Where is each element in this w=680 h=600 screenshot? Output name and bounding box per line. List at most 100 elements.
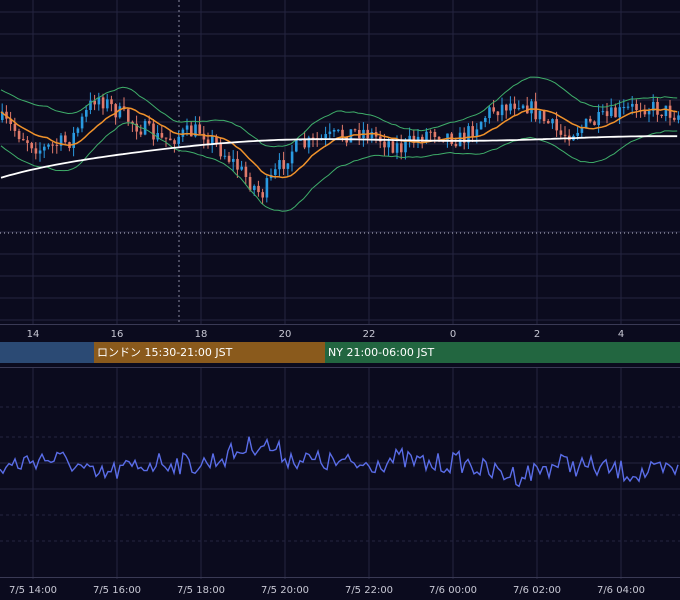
candlestick: [265, 175, 269, 203]
candlestick: [677, 111, 680, 124]
candlestick: [454, 137, 458, 148]
time-label-1: 7/5 16:00: [92, 585, 142, 596]
axis-label-18: 18: [194, 329, 208, 340]
candlestick: [181, 127, 185, 142]
candlestick: [408, 127, 411, 148]
candlestick: [223, 149, 227, 160]
candlestick: [521, 104, 525, 110]
time-label-7: 7/6 04:00: [596, 585, 646, 596]
candlestick: [248, 172, 252, 192]
candlestick: [626, 102, 630, 110]
candlestick: [324, 126, 327, 147]
candlestick: [160, 124, 164, 139]
candlestick: [13, 117, 17, 137]
candlestick: [303, 131, 306, 150]
candlestick: [97, 92, 101, 111]
candlestick: [232, 150, 235, 171]
candlestick: [559, 124, 563, 139]
candlestick: [72, 126, 75, 157]
candlestick: [412, 129, 416, 148]
axis-label-0: 0: [449, 329, 457, 340]
candlestick: [534, 92, 537, 122]
candlestick: [64, 131, 67, 144]
candlestick: [513, 96, 516, 116]
candlestick: [282, 151, 285, 176]
time-label-6: 7/6 02:00: [512, 585, 562, 596]
candlestick: [584, 118, 588, 129]
axis-label-2: 2: [533, 329, 541, 340]
candlestick: [85, 105, 88, 123]
candlestick: [114, 103, 117, 125]
candlestick: [496, 111, 500, 122]
session-tokyo: [0, 342, 94, 363]
candlestick: [500, 97, 504, 122]
oscillator-chart[interactable]: [0, 367, 680, 579]
candlestick: [43, 143, 46, 159]
candlestick: [345, 136, 348, 147]
candlestick: [664, 105, 668, 122]
candlestick: [610, 98, 613, 118]
candlestick: [261, 188, 264, 205]
axis-label-14: 14: [26, 329, 40, 340]
candlestick: [593, 120, 596, 126]
candlestick: [156, 125, 159, 142]
candlestick: [542, 109, 546, 124]
candlestick: [530, 98, 533, 122]
candlestick: [93, 94, 96, 111]
candlestick: [34, 142, 38, 160]
candlestick: [131, 120, 134, 132]
candlestick: [673, 110, 676, 122]
candlestick: [383, 133, 386, 157]
candlestick: [601, 104, 605, 115]
candlestick: [227, 151, 231, 164]
candlestick: [580, 124, 584, 138]
candlestick: [236, 151, 239, 178]
candlestick: [484, 116, 487, 128]
candlestick: [22, 132, 25, 141]
session-london: ロンドン 15:30-21:00 JST: [94, 342, 325, 363]
candlestick: [17, 128, 21, 143]
bollinger-upper-line: [0, 76, 678, 148]
candlestick: [169, 130, 172, 141]
candlestick: [244, 161, 248, 184]
candlestick: [488, 105, 491, 124]
candlestick: [5, 105, 8, 124]
candlestick: [206, 132, 210, 149]
candlestick: [337, 129, 340, 133]
moving-average-slow-line: [0, 135, 678, 179]
axis-label-16: 16: [110, 329, 124, 340]
candlestick: [76, 126, 80, 137]
candlestick: [467, 123, 470, 150]
candlestick: [563, 126, 567, 143]
candlestick: [618, 100, 621, 125]
candlestick: [68, 141, 71, 152]
time-label-0: 7/5 14:00: [8, 585, 58, 596]
candlestick: [555, 111, 558, 137]
candlestick: [30, 141, 33, 153]
candlestick: [479, 121, 483, 130]
candlestick: [143, 118, 147, 136]
candlestick: [311, 133, 315, 148]
candlestick: [101, 93, 105, 115]
candlestick: [509, 96, 512, 115]
candlestick: [429, 129, 432, 141]
axis-label-4: 4: [617, 329, 625, 340]
candlestick: [458, 127, 462, 147]
candlestick: [505, 103, 508, 119]
price-chart[interactable]: [0, 0, 680, 325]
candlestick: [152, 119, 155, 146]
candlestick: [211, 129, 214, 153]
candlestick: [257, 180, 260, 197]
candlestick: [295, 138, 298, 153]
moving-average-fast-line: [0, 107, 678, 179]
candlestick: [80, 113, 84, 133]
time-label-2: 7/5 18:00: [176, 585, 226, 596]
candlestick: [400, 134, 403, 160]
candlestick: [198, 116, 201, 135]
session-newyork: NY 21:00-06:00 JST: [325, 342, 680, 363]
candlestick: [51, 141, 54, 154]
candlestick: [38, 142, 42, 162]
candlestick: [269, 168, 273, 181]
time-label-4: 7/5 22:00: [344, 585, 394, 596]
candlestick: [106, 94, 109, 112]
